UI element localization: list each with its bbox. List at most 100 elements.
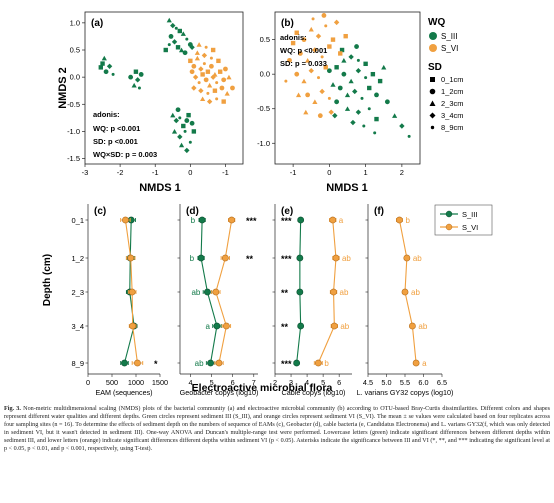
data-point-s-iii xyxy=(377,78,383,84)
legend-lines: S_III S_VI xyxy=(434,204,493,236)
data-point-s-iii xyxy=(128,74,134,80)
data-point-s-vi xyxy=(212,88,218,93)
data-point-s-iii xyxy=(180,31,186,36)
data-point-s-iii xyxy=(177,134,183,140)
panel-a-adonis-title: adonis: xyxy=(93,110,120,119)
data-point-s-vi xyxy=(305,57,311,63)
caption-label: Fig. 3. xyxy=(4,406,21,412)
data-point-s-vi xyxy=(224,91,230,96)
data-point-s-iii xyxy=(348,78,354,84)
data-point-s-iii xyxy=(297,322,305,330)
data-point-s-iii xyxy=(341,57,347,63)
data-point-s-iii xyxy=(350,119,356,126)
x-tick-label: 5.5 xyxy=(400,378,410,387)
data-point-s-vi xyxy=(317,113,323,119)
data-point-s-iii xyxy=(344,92,351,98)
data-point-s-iii xyxy=(100,61,105,66)
data-point-s-iii xyxy=(168,34,174,39)
panel-a-wqsd-stat: WQ×SD: p = 0.003 xyxy=(93,150,157,159)
data-point-s-iii xyxy=(373,131,377,135)
y-tick-label: -1.0 xyxy=(257,139,270,148)
data-point-s-iii xyxy=(197,254,205,262)
data-point-s-iii xyxy=(332,112,338,119)
data-point-s-vi xyxy=(209,63,214,69)
data-point-s-vi xyxy=(321,13,327,18)
legend-sd-item-4: 8_9cm xyxy=(441,123,464,132)
data-point-s-iii xyxy=(133,69,139,74)
legend-sd-item-0: 0_1cm xyxy=(441,75,464,84)
x-tick-label: 6 xyxy=(231,378,235,387)
panel-xlabel: Geobacter copys (log10) xyxy=(180,388,259,397)
data-point-s-iii xyxy=(367,107,371,111)
x-tick-label: 4 xyxy=(305,378,309,387)
significance-letter: ab xyxy=(340,322,349,331)
data-point-s-vi xyxy=(198,88,204,94)
data-point-s-vi xyxy=(215,359,223,367)
data-point-s-iii xyxy=(339,47,345,53)
legend-sd-item-3: 3_4cm xyxy=(441,111,464,120)
depth-tick-label: 3_4 xyxy=(71,322,84,331)
data-point-s-iii xyxy=(184,147,190,154)
significance-asterisk: ** xyxy=(281,322,289,332)
x-tick-label: 0 xyxy=(86,378,90,387)
data-point-s-iii xyxy=(296,288,304,296)
data-point-s-iii xyxy=(188,140,192,144)
data-point-s-iii xyxy=(185,37,189,41)
panel-a-label: (a) xyxy=(91,18,103,29)
significance-letter: ab xyxy=(413,254,422,263)
significance-letter: b xyxy=(405,216,410,225)
depth-panel-c: 0 500 1000 1500 (c) EAM (sequences) * xyxy=(85,204,168,397)
significance-letter: b xyxy=(191,216,196,225)
data-point-s-iii xyxy=(330,82,336,87)
data-point-s-iii xyxy=(207,359,214,367)
data-point-s-iii xyxy=(356,58,360,62)
panel-a-wq-stat: WQ: p <0.001 xyxy=(93,124,140,133)
depth-axis-label: Depth (cm) xyxy=(42,254,53,306)
data-point-s-iii xyxy=(171,39,178,45)
legend-sd-diamond-icon xyxy=(429,112,436,119)
data-point-s-iii xyxy=(363,61,368,67)
data-point-s-iii xyxy=(296,254,304,262)
data-point-s-iii xyxy=(374,92,379,98)
x-tick-label: 4.5 xyxy=(363,378,373,387)
y-tick-label: -1.0 xyxy=(67,127,80,136)
data-point-s-vi xyxy=(216,58,221,64)
legend-sd-circle-icon xyxy=(429,88,436,95)
data-point-s-iii xyxy=(111,72,115,76)
data-point-s-vi xyxy=(205,69,211,74)
data-point-s-iii xyxy=(170,112,176,118)
data-point-s-iii xyxy=(352,88,358,95)
depth-tick-label: 8_9 xyxy=(71,359,84,368)
significance-letter: ab xyxy=(418,322,427,331)
panel-b-frame xyxy=(274,11,421,165)
y-tick-label: -0.5 xyxy=(257,104,270,113)
data-point-s-iii xyxy=(170,22,176,29)
data-point-s-vi xyxy=(194,50,200,55)
data-point-s-iii xyxy=(171,129,178,134)
figure: (a) -3 -2 -1 0 -1 1.0 0.5 0.0 -0.5 -1.0 -1.5 adoni… xyxy=(42,11,493,397)
data-point-s-vi xyxy=(129,322,137,330)
data-point-s-vi xyxy=(308,26,314,32)
data-point-s-vi xyxy=(210,47,216,53)
depth-panel-f: 4.5 5.0 5.5 6.0 6.5 (f) L. varians GY32 copys … xyxy=(357,204,453,397)
data-point-s-vi xyxy=(330,37,336,42)
data-point-s-vi xyxy=(222,322,230,330)
data-point-s-vi xyxy=(294,30,299,35)
y-tick-label: 0.0 xyxy=(260,70,270,79)
x-tick-label: -3 xyxy=(82,168,89,177)
data-point-s-iii xyxy=(166,17,172,23)
data-point-s-iii xyxy=(213,322,221,330)
x-tick-label: 3 xyxy=(289,378,293,387)
x-tick-label: 5.0 xyxy=(381,378,391,387)
significance-asterisk: *** xyxy=(281,359,292,369)
data-point-s-iii xyxy=(297,216,305,224)
data-point-s-iii xyxy=(348,54,354,60)
data-point-s-iii xyxy=(137,86,141,90)
data-point-s-vi xyxy=(333,19,340,26)
legend-sd-item-2: 2_3cm xyxy=(441,99,464,108)
data-point-s-vi xyxy=(192,74,199,80)
data-point-s-vi xyxy=(314,359,322,367)
legend-wq-item-s6: S_VI xyxy=(441,44,458,53)
x-tick-label: 6.0 xyxy=(418,378,428,387)
panel-a-ylabel: NMDS 2 xyxy=(57,67,69,109)
